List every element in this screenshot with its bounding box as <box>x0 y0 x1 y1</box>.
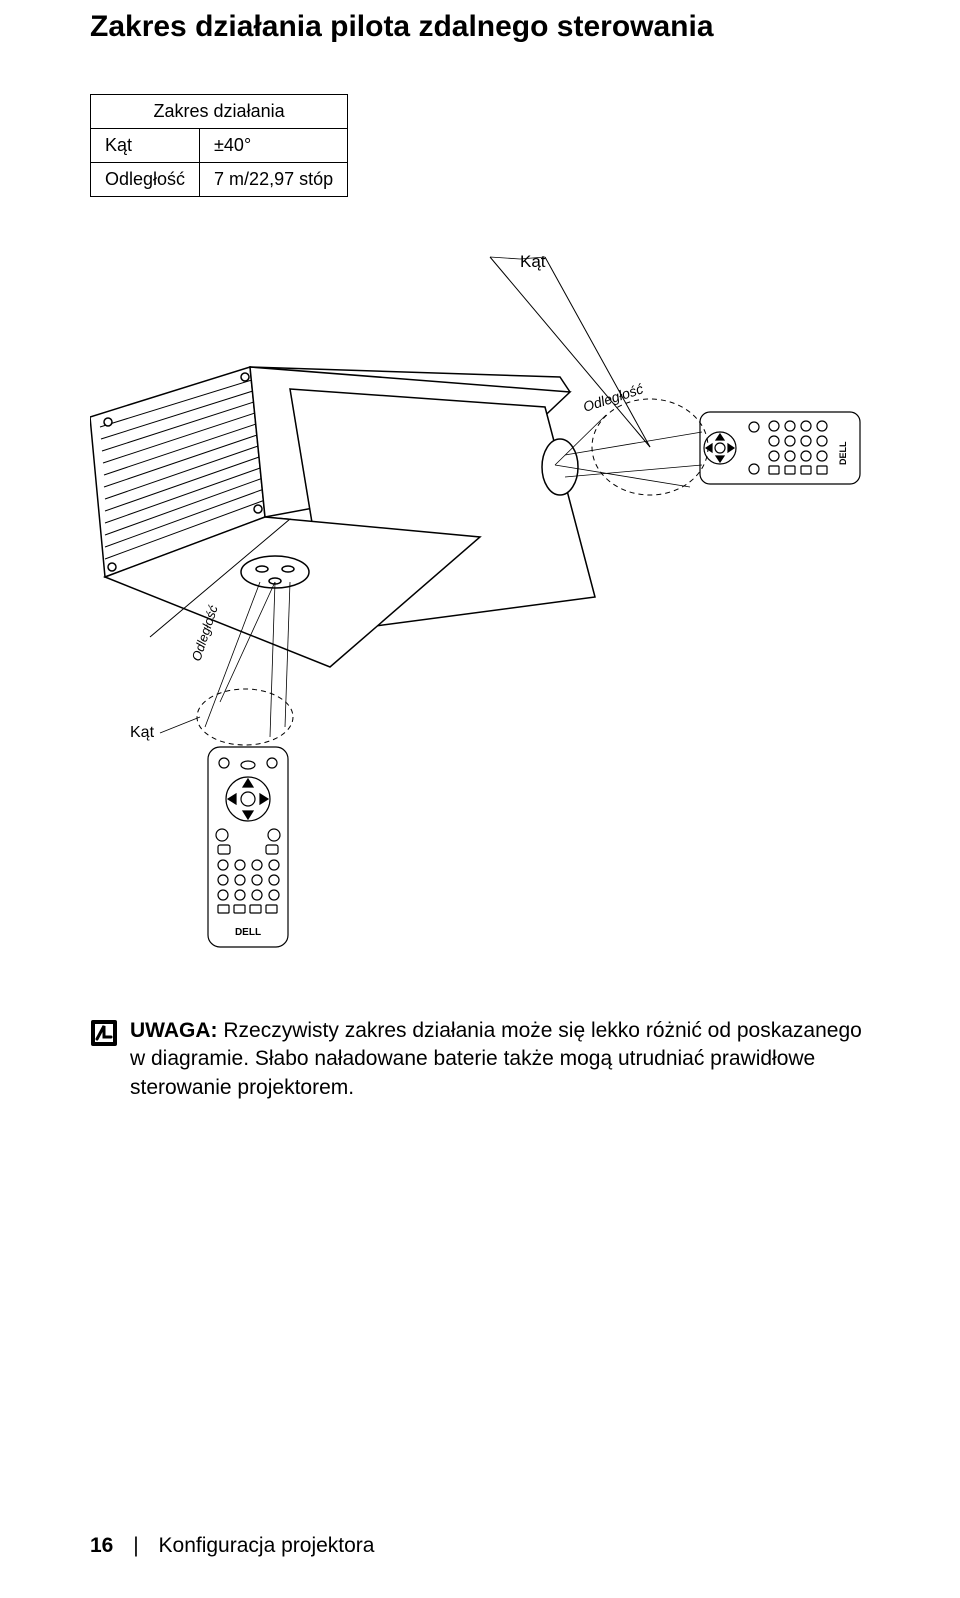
note-prefix: UWAGA: <box>130 1019 218 1042</box>
note-body: Rzeczywisty zakres działania może się le… <box>130 1019 862 1099</box>
page-footer: 16 | Konfiguracja projektora <box>90 1534 374 1558</box>
remote-right: DELL <box>700 412 860 484</box>
spec-table-header: Zakres działania <box>91 95 348 129</box>
spec-label: Kąt <box>91 129 200 163</box>
diagram-label-angle-bottom: Kąt <box>130 724 155 741</box>
page-number: 16 <box>90 1534 113 1557</box>
table-row: Odległość 7 m/22,97 stóp <box>91 163 348 197</box>
ir-zone-bottom <box>197 689 293 745</box>
page-title: Zakres działania pilota zdalnego sterowa… <box>90 0 870 44</box>
svg-text:DELL: DELL <box>235 927 261 938</box>
spec-table: Zakres działania Kąt ±40° Odległość 7 m/… <box>90 94 348 197</box>
footer-separator: | <box>133 1534 138 1557</box>
spec-value: ±40° <box>200 129 348 163</box>
projector-illustration <box>90 367 595 667</box>
svg-text:DELL: DELL <box>838 441 848 465</box>
section-title: Konfiguracja projektora <box>159 1534 375 1557</box>
operating-range-diagram: Kąt <box>90 237 870 997</box>
note-text: UWAGA: Rzeczywisty zakres działania może… <box>130 1017 870 1102</box>
diagram-label-angle-top: Kąt <box>520 252 546 271</box>
remote-bottom: DELL <box>208 747 288 947</box>
spec-value: 7 m/22,97 stóp <box>200 163 348 197</box>
note-icon <box>90 1019 118 1047</box>
spec-label: Odległość <box>91 163 200 197</box>
table-row: Kąt ±40° <box>91 129 348 163</box>
note-block: UWAGA: Rzeczywisty zakres działania może… <box>90 1017 870 1102</box>
